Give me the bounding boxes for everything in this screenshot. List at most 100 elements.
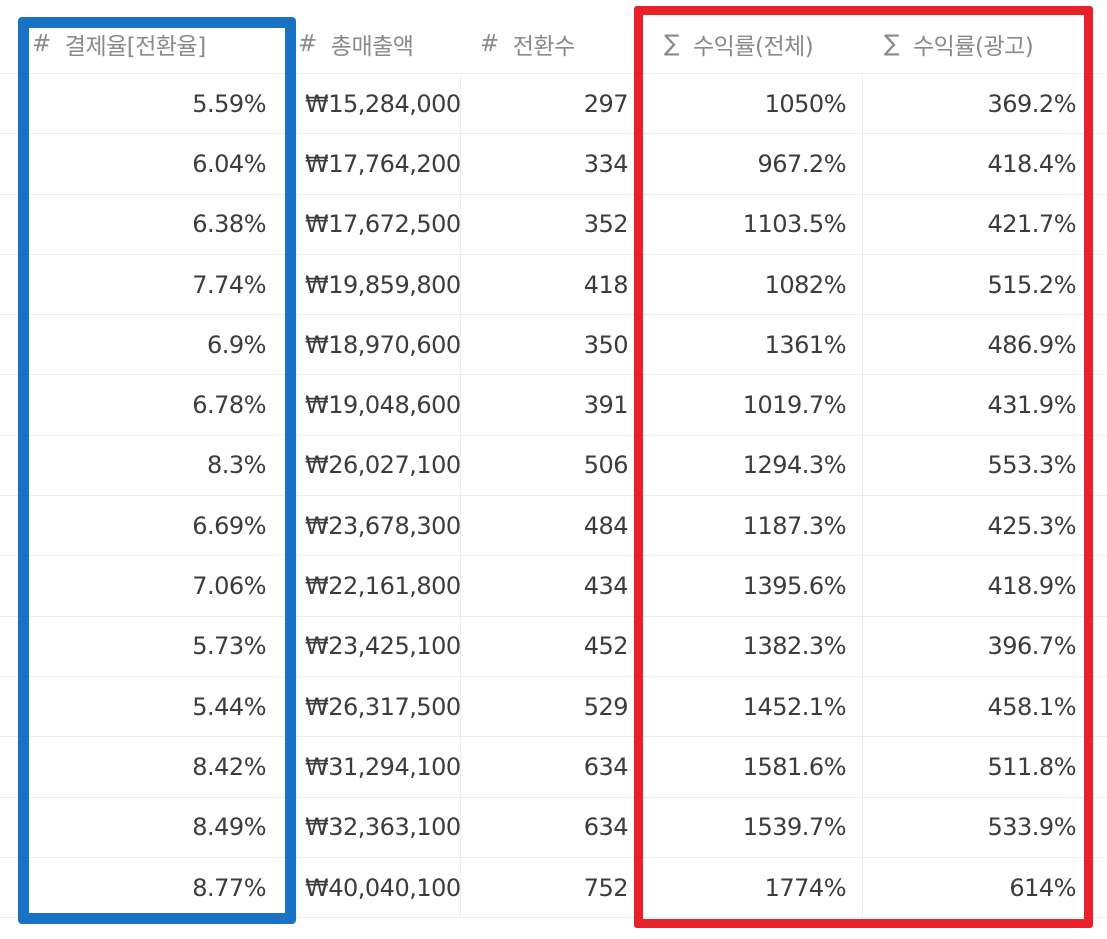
cell-total-revenue[interactable]: ₩26,317,500 (296, 676, 461, 737)
sigma-icon: ∑ (884, 30, 900, 57)
cell-conversion-rate[interactable]: 6.04% (192, 149, 266, 178)
cell-conversion-rate[interactable]: 6.78% (192, 391, 266, 420)
cell-conversion-rate[interactable]: 8.42% (192, 752, 266, 781)
cell-total-revenue[interactable]: ₩23,678,300 (296, 496, 461, 556)
hash-icon: # (480, 30, 499, 57)
column-header-roas-total[interactable]: ∑ 수익률(전체) (636, 14, 862, 73)
cell-roas-ads[interactable]: 425.3% (862, 496, 1092, 556)
column-header-roas-ads[interactable]: ∑ 수익률(광고) (862, 14, 1092, 73)
cell-conversion-rate[interactable]: 8.49% (192, 813, 266, 842)
cell-conversions[interactable]: 634 (460, 797, 636, 857)
cell-total-revenue[interactable]: ₩19,048,600 (296, 375, 461, 435)
cell-roas-ads[interactable]: 421.7% (862, 194, 1092, 254)
table-row: 6.04% ₩17,764,200 334 967.2% 418.4% (0, 134, 1107, 195)
cell-roas-ads[interactable]: 369.2% (862, 74, 1092, 134)
data-table: # 결제율[전환율] # 총매출액 # 전환수 ∑ 수익률(전체) ∑ 수익률(… (0, 14, 1107, 919)
cell-roas-total[interactable]: 1581.6% (636, 737, 862, 797)
cell-roas-total[interactable]: 1294.3% (636, 435, 862, 496)
cell-roas-ads[interactable]: 614% (862, 857, 1092, 918)
cell-roas-total[interactable]: 1019.7% (636, 375, 862, 435)
table-header-row: # 결제율[전환율] # 총매출액 # 전환수 ∑ 수익률(전체) ∑ 수익률(… (0, 14, 1107, 74)
cell-conversion-rate[interactable]: 8.77% (192, 873, 266, 902)
cell-conversions[interactable]: 334 (460, 134, 636, 194)
table-row: 7.06% ₩22,161,800 434 1395.6% 418.9% (0, 556, 1107, 617)
cell-roas-ads[interactable]: 431.9% (862, 375, 1092, 435)
cell-conversions[interactable]: 434 (460, 556, 636, 616)
table-row: 6.9% ₩18,970,600 350 1361% 486.9% (0, 315, 1107, 376)
cell-conversion-rate[interactable]: 6.9% (207, 330, 266, 359)
cell-roas-total[interactable]: 1187.3% (636, 496, 862, 556)
cell-conversion-rate[interactable]: 7.74% (192, 270, 266, 299)
cell-roas-ads[interactable]: 533.9% (862, 797, 1092, 857)
cell-conversions[interactable]: 297 (460, 74, 636, 134)
cell-total-revenue[interactable]: ₩32,363,100 (296, 797, 461, 857)
cell-conversion-rate[interactable]: 6.69% (192, 511, 266, 540)
cell-total-revenue[interactable]: ₩19,859,800 (296, 254, 461, 315)
table-row: 5.44% ₩26,317,500 529 1452.1% 458.1% (0, 676, 1107, 738)
cell-roas-total[interactable]: 1082% (636, 254, 862, 315)
sigma-icon: ∑ (664, 30, 680, 57)
cell-total-revenue[interactable]: ₩22,161,800 (296, 556, 461, 616)
cell-roas-total[interactable]: 1774% (636, 857, 862, 918)
table-row: 6.69% ₩23,678,300 484 1187.3% 425.3% (0, 496, 1107, 557)
cell-conversions[interactable]: 452 (460, 616, 636, 676)
cell-total-revenue[interactable]: ₩31,294,100 (296, 737, 461, 797)
cell-conversions[interactable]: 506 (460, 435, 636, 496)
table-row: 8.77% ₩40,040,100 752 1774% 614% (0, 857, 1107, 919)
cell-conversions[interactable]: 484 (460, 496, 636, 556)
cell-conversion-rate[interactable]: 8.3% (207, 451, 266, 480)
cell-conversions[interactable]: 391 (460, 375, 636, 435)
cell-roas-total[interactable]: 1539.7% (636, 797, 862, 857)
cell-roas-total[interactable]: 1103.5% (636, 194, 862, 254)
table-row: 5.73% ₩23,425,100 452 1382.3% 396.7% (0, 616, 1107, 677)
column-header-conversions[interactable]: # 전환수 (460, 14, 636, 73)
cell-total-revenue[interactable]: ₩18,970,600 (296, 315, 461, 375)
cell-roas-ads[interactable]: 396.7% (862, 616, 1092, 676)
cell-roas-total[interactable]: 967.2% (636, 134, 862, 194)
table-row: 7.74% ₩19,859,800 418 1082% 515.2% (0, 254, 1107, 316)
cell-conversion-rate[interactable]: 5.44% (192, 692, 266, 721)
cell-conversions[interactable]: 352 (460, 194, 636, 254)
table-row: 8.49% ₩32,363,100 634 1539.7% 533.9% (0, 797, 1107, 858)
cell-total-revenue[interactable]: ₩17,672,500 (296, 194, 461, 254)
cell-roas-ads[interactable]: 486.9% (862, 315, 1092, 375)
column-header-label: 수익률(전체) (693, 33, 814, 60)
cell-roas-total[interactable]: 1452.1% (636, 676, 862, 737)
column-header-label: 전환수 (512, 33, 575, 60)
cell-conversion-rate[interactable]: 5.59% (192, 89, 266, 118)
cell-conversions[interactable]: 634 (460, 737, 636, 797)
column-header-label: 수익률(광고) (913, 33, 1034, 60)
hash-icon: # (298, 30, 317, 57)
cell-roas-total[interactable]: 1382.3% (636, 616, 862, 676)
cell-roas-ads[interactable]: 515.2% (862, 254, 1092, 315)
cell-roas-total[interactable]: 1395.6% (636, 556, 862, 616)
cell-conversions[interactable]: 752 (460, 857, 636, 918)
table-row: 6.38% ₩17,672,500 352 1103.5% 421.7% (0, 194, 1107, 255)
cell-total-revenue[interactable]: ₩40,040,100 (296, 857, 461, 918)
table-row: 8.3% ₩26,027,100 506 1294.3% 553.3% (0, 435, 1107, 497)
cell-conversion-rate[interactable]: 6.38% (192, 210, 266, 239)
cell-total-revenue[interactable]: ₩15,284,000 (296, 74, 461, 134)
cell-total-revenue[interactable]: ₩17,764,200 (296, 134, 461, 194)
column-header-label: 결제율[전환율] (64, 33, 206, 60)
cell-conversions[interactable]: 350 (460, 315, 636, 375)
cell-conversions[interactable]: 529 (460, 676, 636, 737)
table-row: 8.42% ₩31,294,100 634 1581.6% 511.8% (0, 737, 1107, 798)
cell-roas-ads[interactable]: 418.9% (862, 556, 1092, 616)
column-header-label: 총매출액 (330, 33, 414, 60)
cell-roas-ads[interactable]: 458.1% (862, 676, 1092, 737)
column-header-total-revenue[interactable]: # 총매출액 (296, 14, 460, 73)
cell-roas-ads[interactable]: 553.3% (862, 435, 1092, 496)
cell-conversions[interactable]: 418 (460, 254, 636, 315)
column-header-conversion-rate[interactable]: # 결제율[전환율] (0, 14, 282, 73)
cell-total-revenue[interactable]: ₩23,425,100 (296, 616, 461, 676)
cell-roas-ads[interactable]: 418.4% (862, 134, 1092, 194)
cell-conversion-rate[interactable]: 5.73% (192, 632, 266, 661)
cell-roas-total[interactable]: 1361% (636, 315, 862, 375)
cell-conversion-rate[interactable]: 7.06% (192, 572, 266, 601)
hash-icon: # (32, 30, 51, 57)
cell-roas-ads[interactable]: 511.8% (862, 737, 1092, 797)
cell-roas-total[interactable]: 1050% (636, 74, 862, 134)
table-row: 6.78% ₩19,048,600 391 1019.7% 431.9% (0, 375, 1107, 436)
cell-total-revenue[interactable]: ₩26,027,100 (296, 435, 461, 496)
